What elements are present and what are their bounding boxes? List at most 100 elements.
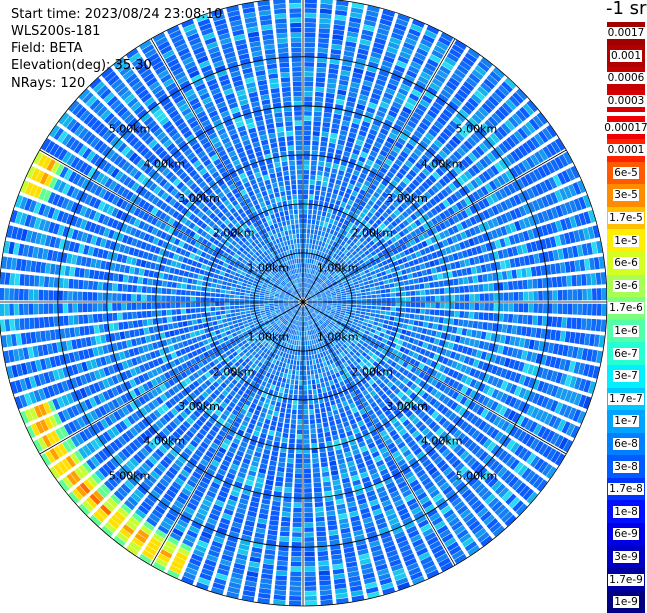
ray: [304, 13, 411, 298]
ray: [1, 302, 299, 348]
colorbar-cell: 0.0003: [606, 89, 646, 113]
colorbar-cell: 1.7e-5: [607, 206, 645, 230]
elevation: Elevation(deg): 35.30: [11, 58, 152, 73]
ray: [307, 302, 607, 317]
radial-line: [302, 301, 567, 455]
colorbar-tick-label: 0.0001: [606, 144, 646, 157]
ray: [241, 306, 303, 602]
ray: [33, 304, 299, 453]
colorbar-tick-label: 1.7e-7: [608, 392, 644, 405]
colorbar-cell: 6e-9: [607, 523, 645, 546]
ray: [49, 304, 300, 479]
nrays: NRays: 120: [11, 76, 86, 91]
ray: [89, 77, 300, 299]
ray: [181, 306, 302, 585]
ray: [20, 303, 299, 424]
colorbar-tick-label: 0.0006: [606, 72, 646, 85]
range-ring-label: 4.00km: [144, 157, 186, 170]
ray: [6, 303, 299, 379]
colorbar-tick-label: 6e-7: [613, 347, 639, 360]
colorbar: 0.0017 0.001 0.0006 0.0003 0.00017 0.0001 6e-5…: [603, 22, 647, 613]
colorbar-tick-label: 3e-9: [613, 550, 639, 563]
ray: [3, 240, 299, 302]
radial-line: [302, 149, 567, 303]
colorbar-tick-label: 0.00017: [603, 121, 647, 134]
colorbar-tick-label: 6e-5: [613, 166, 639, 179]
range-ring-label: 1.00km: [248, 331, 290, 344]
ray: [307, 151, 573, 300]
colorbar-tick-label: 1e-9: [613, 596, 639, 609]
ray: [41, 304, 299, 466]
ray: [306, 304, 557, 479]
ray: [304, 306, 380, 599]
ray: [152, 306, 301, 572]
range-ring-label: 4.00km: [144, 435, 186, 448]
ray: [306, 304, 548, 492]
ray: [306, 305, 538, 504]
colorbar-unit: -1 sr: [606, 0, 647, 19]
ray: [89, 305, 300, 527]
colorbar-cell: 3e-9: [607, 545, 645, 569]
colorbar-cell: 1e-7: [607, 410, 645, 433]
ray: [78, 88, 300, 299]
ray: [303, 306, 365, 602]
ray: [68, 305, 300, 504]
range-ring-label: 2.00km: [352, 365, 394, 378]
range-ring-label: 5.00km: [456, 123, 498, 136]
range-ring-label: 4.00km: [421, 157, 463, 170]
ray: [26, 165, 299, 300]
ray: [1, 256, 299, 302]
colorbar-cell: 3e-8: [607, 455, 645, 478]
instrument-name: WLS200s-181: [11, 24, 101, 39]
ray: [101, 67, 300, 299]
ray: [306, 305, 517, 527]
colorbar-cell: 6e-5: [607, 161, 645, 185]
range-ring-label: 4.00km: [421, 435, 463, 448]
field-name: Field: BETA: [11, 41, 83, 56]
colorbar-tick-label: 0.0003: [606, 95, 646, 108]
ray: [195, 13, 302, 298]
ray: [273, 0, 303, 298]
colorbar-tick-label: 3e-8: [613, 460, 639, 473]
colorbar-cell: 6e-8: [607, 432, 645, 456]
radial-line: [39, 149, 304, 303]
colorbar-tick-label: 1.7e-8: [608, 483, 644, 496]
range-ring-label: 5.00km: [109, 123, 151, 136]
ray: [0, 287, 299, 302]
ray: [303, 0, 317, 298]
ring-labels: 1.00km 1.00km 1.00km 1.00km 2.00km 2.00km 2.00…: [109, 123, 497, 483]
ray: [307, 225, 600, 301]
ray: [307, 209, 596, 301]
ray: [303, 0, 333, 298]
ray: [41, 138, 299, 300]
colorbar-tick-label: 1.7e-5: [608, 212, 644, 225]
ray: [307, 302, 605, 348]
colorbar-tick-label: 1e-6: [613, 325, 639, 338]
colorbar-tick-label: 1e-5: [613, 234, 639, 247]
ray: [78, 305, 300, 516]
colorbar-cell: 1.7e-9: [607, 568, 645, 591]
colorbar-cell: 1e-6: [607, 319, 645, 343]
ray: [10, 209, 299, 301]
colorbar-cell: 1e-5: [607, 229, 645, 252]
ray: [58, 112, 300, 300]
ray: [305, 57, 493, 299]
ray: [307, 180, 586, 301]
radial-line: [302, 38, 456, 303]
ray: [6, 225, 299, 301]
ray: [10, 303, 299, 395]
colorbar-tick-label: 6e-9: [613, 528, 639, 541]
ray: [257, 306, 303, 604]
ray: [307, 302, 607, 332]
colorbar-tick-label: 0.0017: [606, 27, 646, 40]
colorbar-tick-label: 0.001: [609, 49, 643, 62]
ray: [306, 100, 538, 299]
colorbar-tick-label: 1.7e-6: [608, 302, 644, 315]
ray: [210, 306, 302, 595]
colorbar-cell: 0.00017: [603, 116, 647, 139]
colorbar-cell: 3e-7: [607, 364, 645, 388]
ray: [305, 25, 440, 298]
ray: [304, 306, 425, 585]
ray: [139, 306, 301, 564]
ray: [49, 125, 300, 300]
